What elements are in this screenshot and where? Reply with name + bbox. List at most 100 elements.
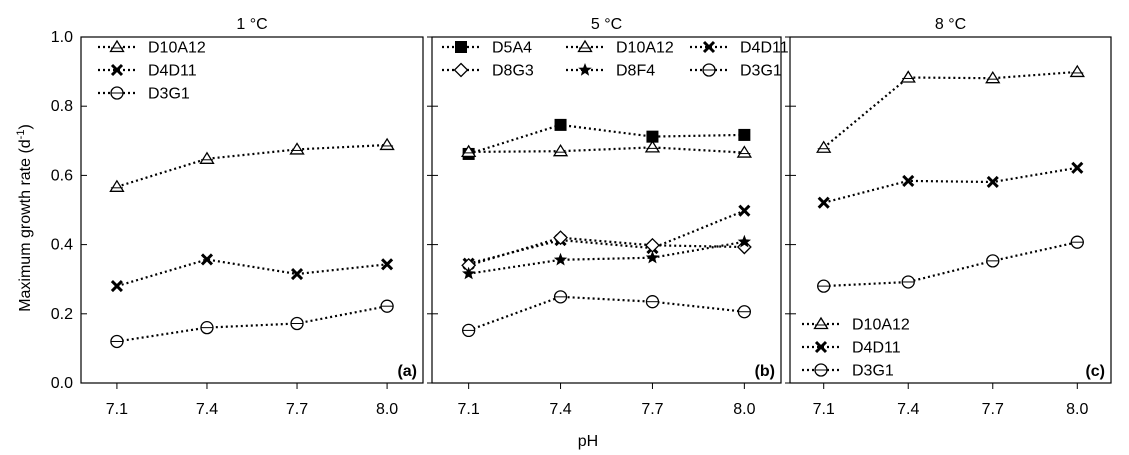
series-line [116,258,388,288]
data-point [645,237,660,253]
data-point [738,128,751,141]
legend-label: D10A12 [852,317,910,334]
series-d10a12 [109,137,395,192]
data-point [737,234,751,248]
data-point [646,130,659,143]
x-axis-label: pH [578,433,598,450]
legend: D10A12 D4D11 D3G1 [802,317,910,380]
y-tick-label: 0.4 [51,237,73,254]
series-line [468,123,745,155]
x-tick-label: 7.1 [458,401,480,418]
panel-label: (b) [755,363,775,380]
x-tick-label: 7.4 [196,401,218,418]
data-point [460,144,477,158]
legend-label: D3G1 [740,63,782,80]
legend-marker [814,340,828,354]
data-point [552,143,569,157]
data-point [462,266,476,280]
legend-label: D10A12 [148,40,206,57]
panel-title: 8 °C [935,16,966,33]
series-d10a12 [816,64,1085,153]
y-tick-label: 0.2 [51,306,73,323]
series-line [468,295,745,332]
plot-frame [431,36,782,384]
data-point [1071,161,1084,174]
data-point [816,140,832,153]
series-d10a12 [460,140,753,158]
legend-marker [813,316,829,330]
data-point [644,140,661,153]
data-point [199,151,215,164]
x-tick-label: 7.4 [549,401,571,418]
legend-marker [109,39,125,53]
plot-frame [80,36,424,384]
data-point [738,204,751,217]
data-point [817,196,830,209]
series-d4d11 [110,253,394,293]
plot-frame [789,36,1112,384]
data-point [736,145,753,158]
data-point [645,250,660,264]
data-point [900,70,916,83]
legend-marker [453,62,469,78]
panel-2: 5 °C (b) 7.1 7.4 7.7 8.0 D5A4 D10A12 D4D11 D8G3 D8… [427,16,789,418]
y-tick-label: 0.6 [51,167,73,184]
y-tick-label: 0.0 [51,375,73,392]
panel-label: (a) [397,363,417,380]
x-tick-label: 7.7 [286,401,308,418]
x-tick-label: 7.4 [897,401,919,418]
legend-marker [577,39,593,53]
y-axis-label: Maximum growth rate (d-1) [15,124,34,312]
data-point [554,118,567,131]
series-line [468,209,745,265]
series-d3g1 [817,235,1084,293]
series-d3g1 [461,290,752,338]
y-tick-label: 0.8 [51,98,73,115]
data-point [289,142,305,155]
data-point [553,252,568,266]
x-tick-label: 7.1 [106,401,128,418]
legend-label: D3G1 [852,363,894,380]
y-tick-label: 1.0 [51,29,73,46]
data-point [381,258,394,271]
series-d4d11 [462,204,751,270]
legend-label: D8G3 [492,63,534,80]
data-point [200,253,214,266]
legend-marker [578,63,592,76]
legend: D5A4 D10A12 D4D11 D8G3 D8F4 D3G1 [442,40,789,80]
series-line [822,70,1078,149]
panel-title: 1 °C [236,16,267,33]
data-point [553,230,568,246]
panel-label: (c) [1085,363,1105,380]
x-tick-label: 8.0 [733,401,755,418]
legend-label: D4D11 [852,340,901,357]
panel-1: 1 °C (a) 0.0 0.2 0.4 0.6 0.8 1.0 7.1 7.4 7.7 8.0 D10… [51,16,424,418]
series-line [116,305,388,343]
x-tick-label: 8.0 [1066,401,1088,418]
series-line [468,146,745,154]
panel-3: 8 °C (c) 7.1 7.4 7.7 8.0 D10A12 D4D11 D3G1 [785,16,1112,418]
series-line [468,240,745,275]
legend-label: D4D11 [148,63,197,80]
data-point [986,175,999,189]
data-point [1069,64,1085,78]
legend-label: D10A12 [616,40,674,57]
series-d4d11 [817,161,1084,209]
data-point [109,179,125,192]
data-point [736,239,752,255]
series-line [823,166,1078,204]
x-tick-label: 7.7 [641,401,663,418]
series-line [823,241,1078,288]
panel-title: 5 °C [591,16,622,33]
series-line [116,143,388,188]
data-point [290,267,304,281]
series-d5a4 [462,118,751,160]
data-point [110,280,123,293]
series-line [468,236,745,267]
series-d3g1 [110,299,394,349]
series-d8f4 [462,234,751,280]
series-d8g3 [461,230,752,273]
legend-label: D5A4 [492,40,532,57]
data-point [985,70,1001,84]
